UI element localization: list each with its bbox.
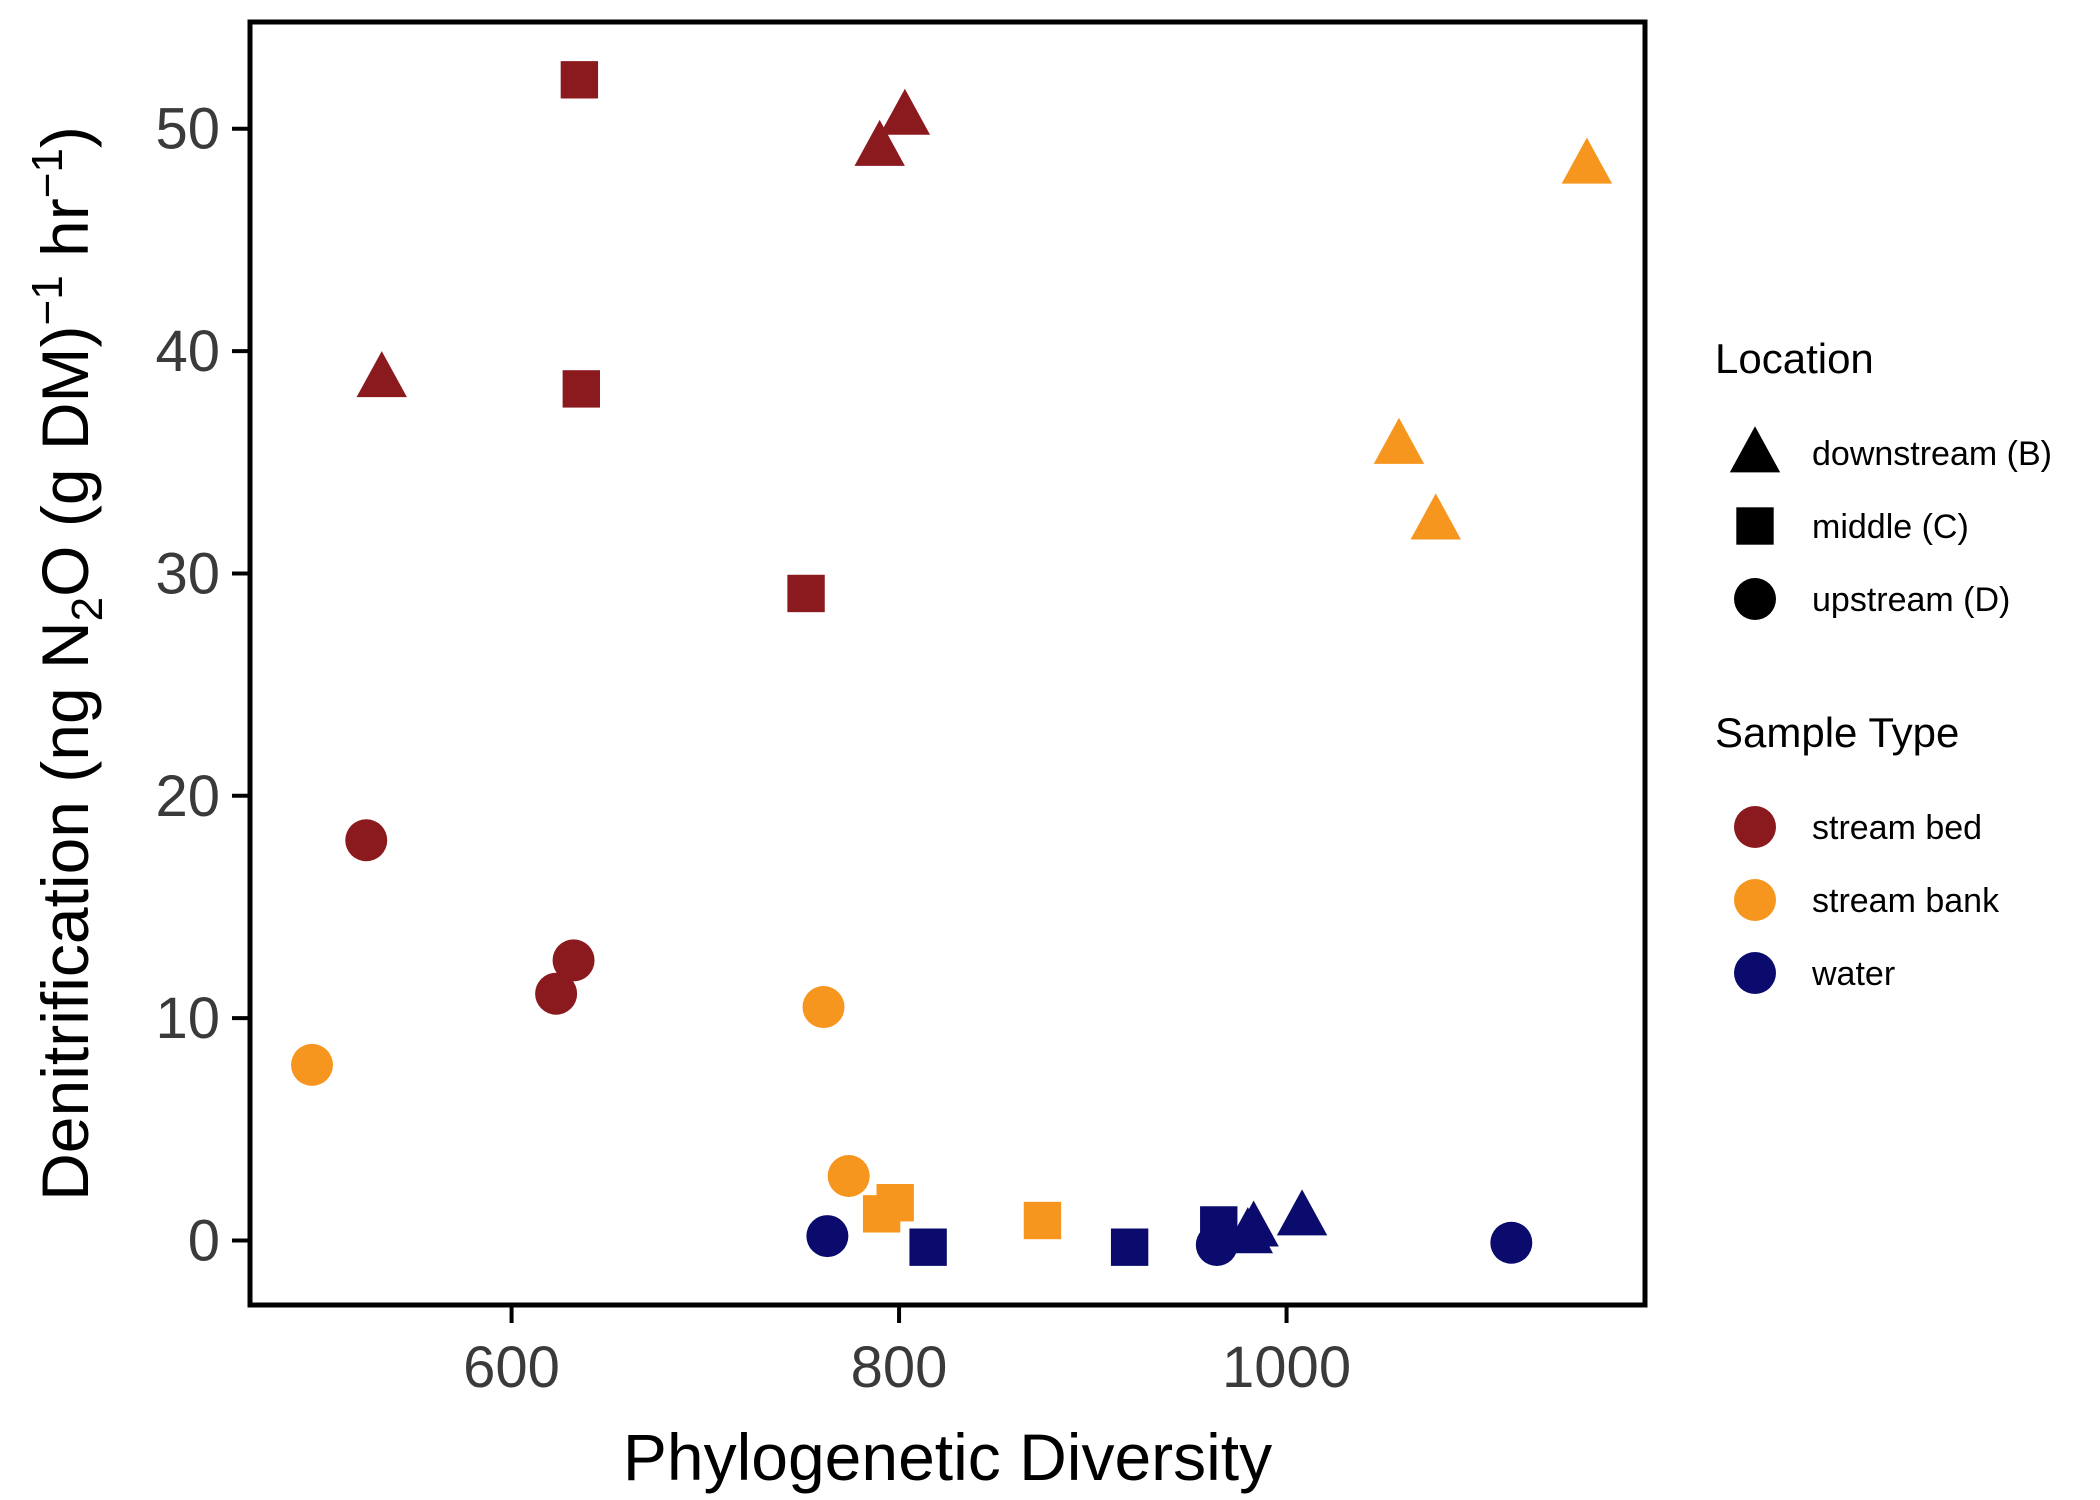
data-point-bed-middle: [560, 61, 599, 99]
legend-label-middle: middle (C): [1812, 508, 1969, 546]
legend-key-upstream: [1734, 578, 1776, 620]
legend-key-water: [1734, 952, 1776, 994]
data-point-bed-downstream: [356, 351, 407, 398]
plot-frame: [247, 19, 1648, 1308]
legend-location: Location downstream (B) middle (C) upstream…: [1715, 335, 2052, 620]
data-point-water-downstream: [1228, 1200, 1279, 1247]
y-axis-title-subscript: 2: [63, 597, 112, 621]
legend-title: Sample Type: [1715, 709, 1959, 756]
x-axis-title: Phylogenetic Diversity: [623, 1420, 1272, 1494]
y-axis-title-superscript: −1: [23, 148, 72, 198]
legend-key-bed: [1734, 806, 1776, 848]
data-point-bed-upstream: [535, 972, 578, 1015]
legend-label-water: water: [1811, 955, 1895, 993]
y-axis-title: Denitrification (ng N2O (g DM)−1 hr−1): [23, 126, 112, 1201]
data-point-bed-upstream: [552, 939, 595, 982]
data-point-bank-upstream: [291, 1043, 333, 1086]
data-point-bank-upstream: [827, 1155, 870, 1198]
legend-title: Location: [1715, 335, 1874, 382]
y-tick-label: 40: [155, 319, 220, 384]
data-point-bank-downstream: [1561, 137, 1613, 184]
y-axis-title-superscript: −1: [23, 275, 72, 325]
data-point-bed-downstream: [854, 119, 905, 166]
data-point-water-downstream: [1276, 1189, 1328, 1236]
data-point-water-middle: [1110, 1228, 1149, 1266]
data-point-bank-downstream: [1410, 493, 1461, 540]
y-tick-label: 50: [155, 97, 220, 162]
x-tick-label: 800: [851, 1335, 948, 1400]
y-tick-label: 0: [188, 1209, 220, 1274]
data-point-bank-middle: [876, 1184, 914, 1222]
y-tick-label: 20: [155, 764, 220, 829]
legend-label-bank: stream bank: [1812, 882, 2000, 920]
data-point-water-upstream: [1490, 1221, 1533, 1264]
x-tick-label: 600: [463, 1335, 560, 1400]
y-tick-label: 10: [155, 986, 220, 1051]
data-point-bed-middle: [787, 574, 825, 613]
data-point-bank-middle: [1023, 1201, 1062, 1240]
legend-key-middle: [1736, 507, 1774, 545]
legend-label-upstream: upstream (D): [1812, 581, 2010, 619]
data-points: [291, 61, 1613, 1266]
y-axis-title-part: ): [28, 126, 102, 148]
data-point-bank-downstream: [1373, 417, 1425, 464]
data-point-bed-downstream: [879, 88, 931, 135]
data-point-bank-upstream: [802, 986, 845, 1029]
y-axis: 0 10 20 30 40 50: [155, 97, 250, 1274]
legend-key-bank: [1734, 879, 1776, 921]
data-point-water-upstream: [1195, 1223, 1238, 1266]
legend-key-downstream: [1729, 426, 1781, 473]
legend-label-bed: stream bed: [1812, 809, 1982, 847]
legend-label-downstream: downstream (B): [1812, 435, 2052, 473]
x-tick-label: 1000: [1222, 1335, 1351, 1400]
y-axis-title-part: hr: [28, 198, 102, 275]
x-axis: 600 800 1000: [463, 1305, 1351, 1400]
data-point-water-upstream: [806, 1215, 849, 1258]
legend-sample-type: Sample Type stream bed stream bank water: [1715, 709, 2000, 994]
y-axis-title-part: Denitrification (ng N: [28, 621, 102, 1201]
y-axis-title-part: O (g DM): [28, 325, 102, 596]
data-point-bed-upstream: [345, 819, 388, 862]
y-tick-label: 30: [155, 541, 220, 606]
data-point-bed-middle: [562, 370, 601, 408]
data-point-water-middle: [909, 1228, 947, 1266]
